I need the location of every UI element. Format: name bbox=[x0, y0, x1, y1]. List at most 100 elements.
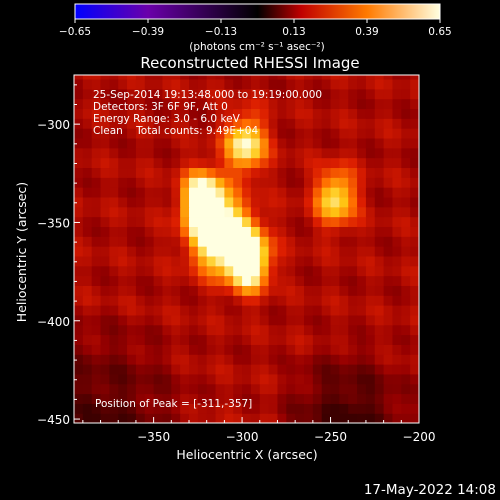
heatmap-cell bbox=[410, 177, 419, 188]
heatmap-cell bbox=[295, 118, 305, 129]
heatmap-cell bbox=[74, 167, 84, 178]
heatmap-cell bbox=[339, 108, 349, 119]
heatmap-cell bbox=[118, 187, 128, 198]
heatmap-cell bbox=[74, 413, 84, 423]
heatmap-cell bbox=[197, 118, 208, 129]
heatmap-cell bbox=[312, 167, 323, 178]
heatmap-cell bbox=[339, 413, 349, 423]
heatmap-cell bbox=[100, 413, 110, 423]
heatmap-cell bbox=[348, 324, 358, 336]
heatmap-cell bbox=[144, 206, 155, 218]
heatmap-cell bbox=[321, 226, 332, 237]
heatmap-cell bbox=[392, 285, 402, 296]
heatmap-cell bbox=[127, 118, 137, 129]
heatmap-cell bbox=[100, 98, 110, 110]
heatmap-cell bbox=[135, 305, 146, 316]
heatmap-cell bbox=[321, 236, 332, 247]
heatmap-cell bbox=[171, 98, 181, 110]
heatmap-cell bbox=[91, 324, 102, 336]
heatmap-cell bbox=[365, 236, 376, 247]
heatmap-cell bbox=[321, 275, 332, 286]
heatmap-cell bbox=[127, 393, 137, 404]
heatmap-cell bbox=[233, 383, 243, 395]
heatmap-cell bbox=[268, 324, 279, 336]
heatmap-cell bbox=[312, 157, 323, 169]
heatmap-cell bbox=[82, 206, 93, 218]
heatmap-cell bbox=[135, 78, 146, 90]
heatmap-cell bbox=[127, 226, 137, 237]
heatmap-cell bbox=[82, 196, 93, 208]
heatmap-cell bbox=[277, 226, 287, 237]
heatmap-cell bbox=[171, 383, 181, 395]
heatmap-cell bbox=[144, 108, 155, 119]
heatmap-cell bbox=[410, 255, 419, 267]
heatmap-cell bbox=[312, 137, 323, 149]
heatmap-cell bbox=[153, 383, 164, 395]
heatmap-cell bbox=[392, 324, 402, 336]
heatmap-cell bbox=[295, 285, 305, 296]
heatmap-cell bbox=[304, 187, 314, 198]
heatmap-cell bbox=[250, 137, 261, 149]
heatmap-cell bbox=[268, 206, 279, 218]
heatmap-cell bbox=[153, 393, 164, 404]
heatmap-cell bbox=[401, 177, 411, 188]
heatmap-cell bbox=[189, 167, 199, 178]
heatmap-cell bbox=[224, 255, 234, 267]
heatmap-cell bbox=[144, 118, 155, 129]
heatmap-cell bbox=[100, 246, 110, 257]
heatmap-cell bbox=[233, 108, 243, 119]
heatmap-cell bbox=[224, 216, 234, 227]
heatmap-cell bbox=[135, 393, 146, 404]
heatmap-cell bbox=[295, 255, 305, 267]
heatmap-cell bbox=[162, 364, 172, 375]
heatmap-cell bbox=[91, 295, 102, 306]
heatmap-cell bbox=[206, 187, 217, 198]
heatmap-cell bbox=[224, 373, 234, 385]
heatmap-cell bbox=[392, 216, 402, 227]
heatmap-cell bbox=[144, 354, 155, 365]
heatmap-cell bbox=[189, 206, 199, 218]
heatmap-cell bbox=[127, 413, 137, 423]
heatmap-cell bbox=[109, 206, 119, 218]
heatmap-cell bbox=[286, 167, 296, 178]
heatmap-cell bbox=[277, 403, 287, 414]
heatmap-cell bbox=[135, 75, 146, 80]
heatmap-cell bbox=[135, 314, 146, 326]
heatmap-cell bbox=[135, 413, 146, 423]
heatmap-cell bbox=[321, 187, 332, 198]
heatmap-cell bbox=[268, 364, 279, 375]
heatmap-cell bbox=[100, 305, 110, 316]
heatmap-cell bbox=[383, 324, 394, 336]
heatmap-cell bbox=[401, 383, 411, 395]
heatmap-cell bbox=[321, 403, 332, 414]
heatmap-cell bbox=[348, 295, 358, 306]
heatmap-cell bbox=[74, 295, 84, 306]
heatmap-cell bbox=[82, 187, 93, 198]
heatmap-cell bbox=[357, 118, 367, 129]
heatmap-cell bbox=[304, 295, 314, 306]
heatmap-cell bbox=[365, 403, 376, 414]
heatmap-cell bbox=[312, 75, 323, 80]
heatmap-cell bbox=[304, 265, 314, 277]
heatmap-cell bbox=[277, 236, 287, 247]
heatmap-cell bbox=[127, 88, 137, 100]
heatmap-cell bbox=[410, 236, 419, 247]
heatmap-cell bbox=[215, 167, 225, 178]
heatmap-cell bbox=[295, 373, 305, 385]
heatmap-cell bbox=[286, 206, 296, 218]
heatmap-cell bbox=[259, 383, 270, 395]
heatmap-cell bbox=[259, 108, 270, 119]
heatmap-cell bbox=[135, 354, 146, 365]
heatmap-cell bbox=[135, 295, 146, 306]
heatmap-cell bbox=[144, 265, 155, 277]
heatmap-cell bbox=[339, 137, 349, 149]
heatmap-cell bbox=[312, 305, 323, 316]
heatmap-cell bbox=[215, 108, 225, 119]
heatmap-cell bbox=[118, 246, 128, 257]
heatmap-cell bbox=[277, 177, 287, 188]
heatmap-cell bbox=[286, 187, 296, 198]
heatmap-cell bbox=[180, 383, 190, 395]
heatmap-cell bbox=[268, 246, 279, 257]
heatmap-cell bbox=[374, 403, 385, 414]
heatmap-cell bbox=[189, 137, 199, 149]
